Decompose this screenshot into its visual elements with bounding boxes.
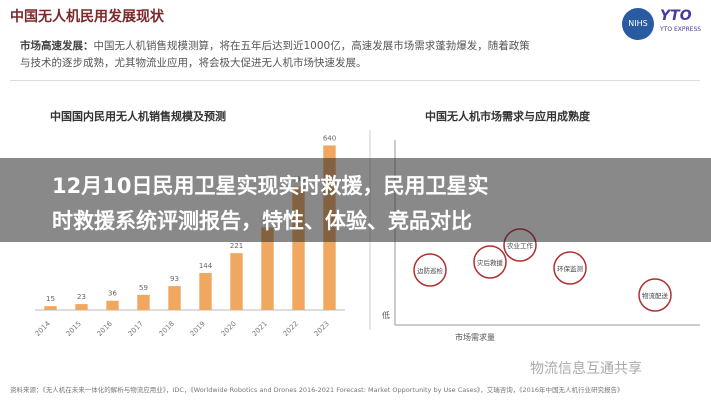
data-label: 93 bbox=[170, 275, 179, 283]
intro-label: 市场高速发展： bbox=[20, 40, 94, 52]
node-label: 边防巡检 bbox=[417, 266, 444, 275]
bar bbox=[168, 286, 181, 310]
data-label: 36 bbox=[108, 290, 117, 298]
watermark: 物流信息互通共享 bbox=[530, 361, 642, 377]
panel-title: 中国国内民用无人机销售规模及预测 bbox=[50, 110, 226, 123]
x-tick-label: 2019 bbox=[189, 320, 207, 338]
x-tick-label: 2014 bbox=[34, 319, 53, 338]
divider bbox=[10, 80, 700, 81]
headline: 时救援系统评测报告，特性、体验、竞品对比 bbox=[52, 209, 472, 233]
x-tick-label: 2020 bbox=[220, 320, 238, 338]
intro-text: 中国无人机销售规模测算，将在五年后达到近1000亿，高速发展市场需求蓬勃爆发，随… bbox=[93, 40, 530, 52]
bar bbox=[75, 304, 88, 310]
node bbox=[553, 251, 587, 285]
slide-title: 中国无人机民用发展现状 bbox=[10, 9, 164, 25]
data-label: 221 bbox=[230, 242, 243, 250]
node bbox=[638, 278, 672, 312]
x-tick-label: 2021 bbox=[251, 320, 269, 338]
data-label: 640 bbox=[323, 134, 336, 142]
node-label: 灾后救援 bbox=[477, 258, 504, 267]
data-label: 144 bbox=[199, 262, 213, 270]
node-label: 农业工作 bbox=[507, 241, 534, 250]
headline-banner bbox=[0, 158, 711, 242]
intro-line: 市场高速发展：中国无人机销售规模测算，将在五年后达到近1000亿，高速发展市场需… bbox=[20, 38, 530, 53]
data-label: 59 bbox=[139, 284, 148, 292]
panel-title: 中国无人机市场需求与应用成熟度 bbox=[425, 110, 590, 123]
x-tick-label: 2015 bbox=[65, 320, 83, 338]
bar bbox=[44, 306, 57, 310]
x-tick-label: 2016 bbox=[96, 319, 115, 338]
bar bbox=[137, 294, 150, 310]
bar bbox=[230, 253, 243, 310]
bar bbox=[199, 272, 212, 310]
x-tick-label: 2022 bbox=[282, 320, 300, 338]
intro-text: 与技术的逐步成熟，尤其物流业应用，将会极大促进无人机市场快速发展。 bbox=[20, 57, 367, 69]
logo: YTO bbox=[660, 8, 692, 24]
node-label: 环保监测 bbox=[557, 264, 584, 273]
node bbox=[413, 253, 447, 287]
axis-label: 市场需求量 bbox=[455, 332, 495, 342]
data-label: 15 bbox=[46, 295, 55, 303]
source: 资料来源：《无人机在未来一体化的解析与物流应用业》，IDC，《Worldwide… bbox=[10, 386, 624, 394]
axis-label: 低 bbox=[382, 310, 390, 320]
x-tick-label: 2023 bbox=[313, 320, 331, 338]
node-label: 物流配送 bbox=[642, 291, 669, 300]
headline: 12月10日民用卫星实现实时救援，民用卫星实 bbox=[52, 174, 489, 198]
data-label: 23 bbox=[77, 293, 86, 301]
x-tick-label: 2018 bbox=[158, 320, 176, 338]
node bbox=[473, 245, 507, 279]
logo: NIHS bbox=[622, 8, 654, 40]
x-tick-label: 2017 bbox=[127, 320, 145, 338]
bar bbox=[261, 227, 274, 310]
bar bbox=[106, 300, 119, 310]
logo-sub: YTO EXPRESS bbox=[660, 26, 702, 33]
